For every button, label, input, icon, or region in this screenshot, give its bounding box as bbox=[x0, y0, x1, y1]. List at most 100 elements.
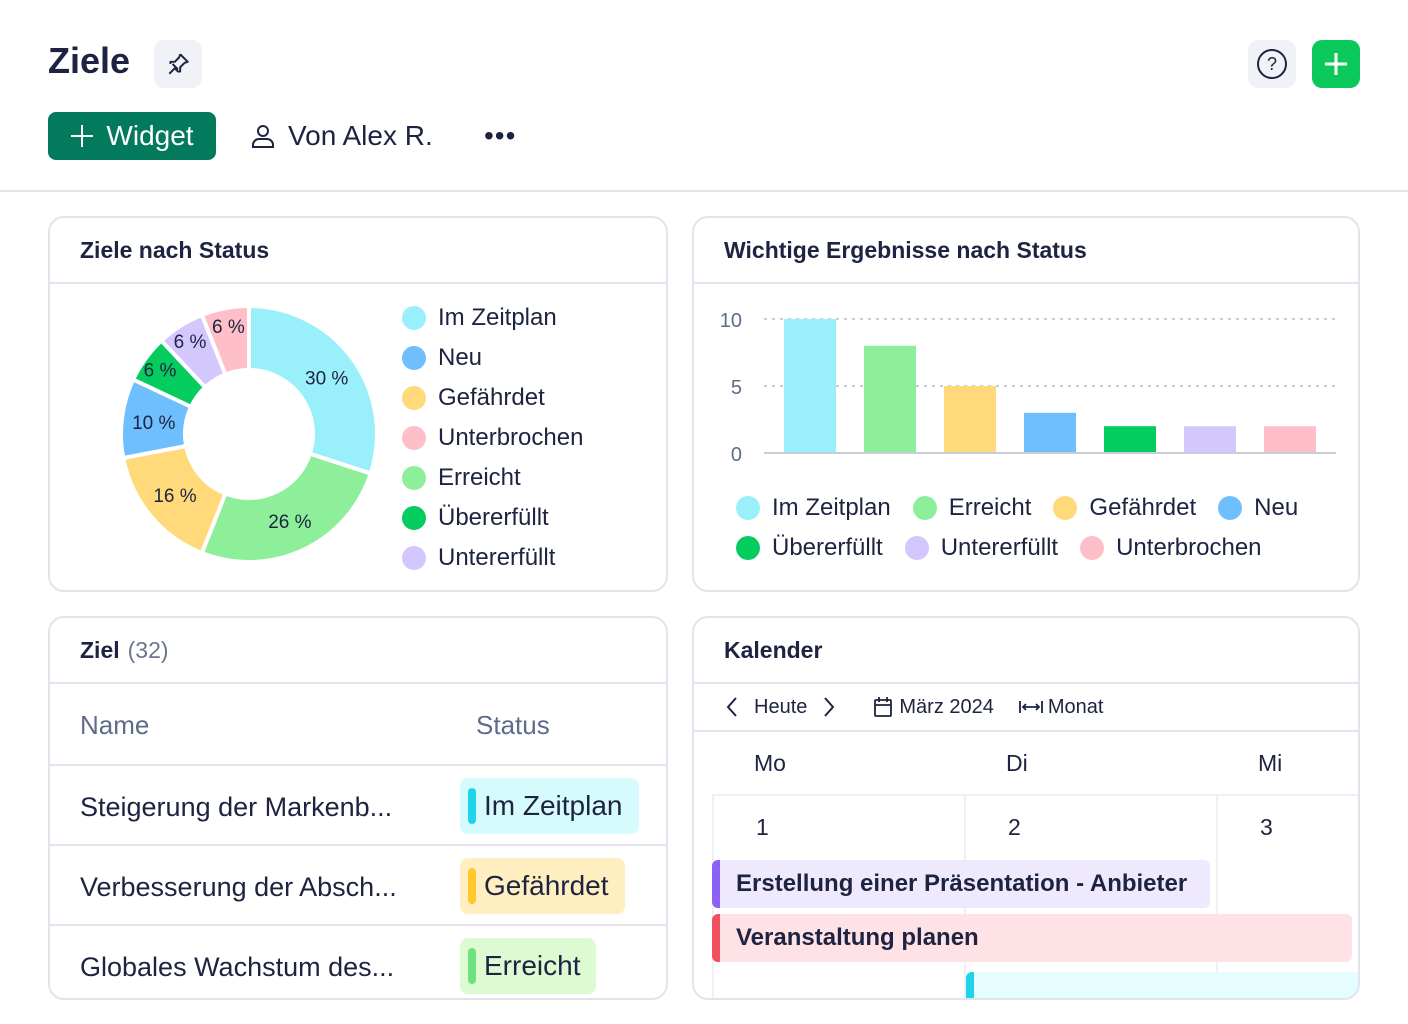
table-row[interactable]: Verbesserung der Absch... Gefährdet bbox=[50, 844, 666, 924]
status-label: Erreicht bbox=[484, 950, 581, 981]
legend-dot bbox=[402, 506, 426, 530]
widget-title: Ziel (32) bbox=[50, 618, 666, 684]
date-cell[interactable]: 2 bbox=[1008, 814, 1021, 840]
status-badge[interactable]: Im Zeitplan bbox=[460, 778, 639, 834]
legend-label: Erreicht bbox=[948, 494, 1032, 521]
y-tick-label: 10 bbox=[720, 310, 742, 332]
chevron-right-icon[interactable] bbox=[821, 696, 837, 718]
legend-dot bbox=[912, 496, 937, 520]
legend-dot bbox=[402, 386, 426, 410]
status-badge[interactable]: Gefährdet bbox=[460, 858, 625, 914]
add-button[interactable] bbox=[1312, 40, 1360, 88]
bar-legend: Im Zeitplan Erreicht Gefährdet Neu Übererfül… bbox=[736, 488, 1336, 568]
legend-dot bbox=[402, 346, 426, 370]
slice-label: 10 % bbox=[132, 413, 175, 434]
help-button[interactable]: ? bbox=[1248, 40, 1296, 88]
bar[interactable] bbox=[1104, 426, 1156, 453]
legend-item[interactable]: Gefährdet bbox=[1053, 494, 1196, 522]
bar[interactable] bbox=[1264, 426, 1316, 453]
legend-item[interactable]: Übererfüllt bbox=[736, 534, 883, 562]
legend-label: Gefährdet bbox=[1089, 494, 1197, 521]
expand-horizontal-icon bbox=[1018, 701, 1043, 713]
page-title: Ziele bbox=[48, 40, 131, 81]
donut-slice[interactable] bbox=[199, 303, 251, 378]
grid-line bbox=[712, 794, 1358, 796]
calendar-event[interactable] bbox=[966, 972, 1358, 998]
user-icon bbox=[252, 125, 274, 148]
bar[interactable] bbox=[944, 386, 996, 453]
view-selector[interactable]: Monat bbox=[1018, 696, 1103, 719]
widget-title: Wichtige Ergebnisse nach Status bbox=[694, 218, 1358, 284]
widget-title: Kalender bbox=[694, 618, 1358, 684]
legend-item[interactable]: Im Zeitplan bbox=[402, 298, 583, 338]
table-title: Ziel bbox=[80, 636, 120, 663]
today-button[interactable]: Heute bbox=[754, 695, 808, 718]
pin-button[interactable] bbox=[154, 40, 202, 88]
calendar-event[interactable]: Veranstaltung planen bbox=[712, 914, 1352, 962]
event-color-bar bbox=[966, 972, 974, 998]
status-label: Gefährdet bbox=[484, 870, 609, 901]
column-name[interactable]: Name bbox=[80, 710, 150, 740]
bar[interactable] bbox=[784, 319, 836, 453]
calendar-icon bbox=[874, 697, 893, 717]
legend-item[interactable]: Neu bbox=[1218, 494, 1298, 522]
legend-label: Übererfüllt bbox=[772, 534, 883, 561]
legend-dot bbox=[736, 496, 760, 520]
legend-label: Im Zeitplan bbox=[772, 494, 891, 521]
chevron-left-icon[interactable] bbox=[724, 696, 740, 718]
goal-name[interactable]: Steigerung der Markenb... bbox=[80, 792, 393, 822]
date-cell[interactable]: 1 bbox=[756, 814, 769, 840]
donut-slice[interactable] bbox=[199, 451, 374, 564]
month-picker[interactable]: März 2024 bbox=[873, 696, 994, 719]
donut-slice[interactable] bbox=[247, 303, 379, 477]
legend-item[interactable]: Im Zeitplan bbox=[736, 494, 891, 522]
weekday-label: Mi bbox=[1258, 750, 1283, 776]
slice-label: 16 % bbox=[153, 486, 196, 507]
legend-item[interactable]: Übererfüllt bbox=[402, 498, 583, 538]
slice-label: 6 % bbox=[212, 317, 245, 338]
bar[interactable] bbox=[1024, 412, 1076, 453]
help-icon: ? bbox=[1257, 49, 1287, 79]
owner-filter[interactable]: Von Alex R. bbox=[250, 112, 433, 160]
pin-icon bbox=[168, 53, 189, 75]
calendar-toolbar: Heute März 2024 Monat bbox=[694, 684, 1358, 732]
goal-count: (32) bbox=[127, 636, 169, 663]
legend-item[interactable]: Unterbrochen bbox=[402, 418, 583, 458]
legend-item[interactable]: Untererfüllt bbox=[904, 534, 1058, 562]
bar[interactable] bbox=[1184, 426, 1236, 453]
more-options-button[interactable]: ••• bbox=[484, 120, 517, 151]
y-tick-label: 0 bbox=[731, 444, 742, 466]
add-widget-button[interactable]: Widget bbox=[48, 112, 216, 160]
goal-name[interactable]: Globales Wachstum des... bbox=[80, 952, 395, 982]
table-row[interactable]: Globales Wachstum des... Erreicht bbox=[50, 924, 666, 998]
legend-label: Gefährdet bbox=[438, 384, 545, 411]
status-color-bar bbox=[468, 948, 476, 984]
widget-label: Widget bbox=[106, 120, 194, 151]
legend-label: Erreicht bbox=[438, 464, 521, 491]
goal-name[interactable]: Verbesserung der Absch... bbox=[80, 872, 397, 902]
event-title: Erstellung einer Präsentation - Anbieter bbox=[736, 870, 1188, 897]
legend-item[interactable]: Untererfüllt bbox=[402, 538, 583, 578]
legend-dot bbox=[402, 546, 426, 570]
legend-item[interactable]: Erreicht bbox=[912, 494, 1032, 522]
date-cell[interactable]: 3 bbox=[1260, 814, 1273, 840]
status-badge[interactable]: Erreicht bbox=[460, 938, 597, 994]
donut-legend: Im Zeitplan Neu Gefährdet Unterbrochen Errei… bbox=[402, 298, 583, 578]
status-color-bar bbox=[468, 868, 476, 904]
bar[interactable] bbox=[864, 345, 916, 453]
legend-item[interactable]: Erreicht bbox=[402, 458, 583, 498]
column-status[interactable]: Status bbox=[476, 710, 550, 740]
legend-label: Unterbrochen bbox=[1116, 534, 1262, 561]
legend-item[interactable]: Gefährdet bbox=[402, 378, 583, 418]
legend-dot bbox=[402, 466, 426, 490]
weekday-label: Di bbox=[1006, 750, 1028, 776]
legend-label: Neu bbox=[438, 344, 483, 371]
calendar-event[interactable]: Erstellung einer Präsentation - Anbieter bbox=[712, 860, 1210, 908]
legend-item[interactable]: Neu bbox=[402, 338, 583, 378]
legend-label: Unterbrochen bbox=[438, 424, 584, 451]
slice-label: 26 % bbox=[268, 512, 311, 533]
legend-item[interactable]: Unterbrochen bbox=[1080, 534, 1262, 562]
plus-icon bbox=[1325, 53, 1347, 75]
table-row[interactable]: Steigerung der Markenb... Im Zeitplan bbox=[50, 764, 666, 844]
bar-chart: 0 5 10 bbox=[720, 310, 1336, 466]
